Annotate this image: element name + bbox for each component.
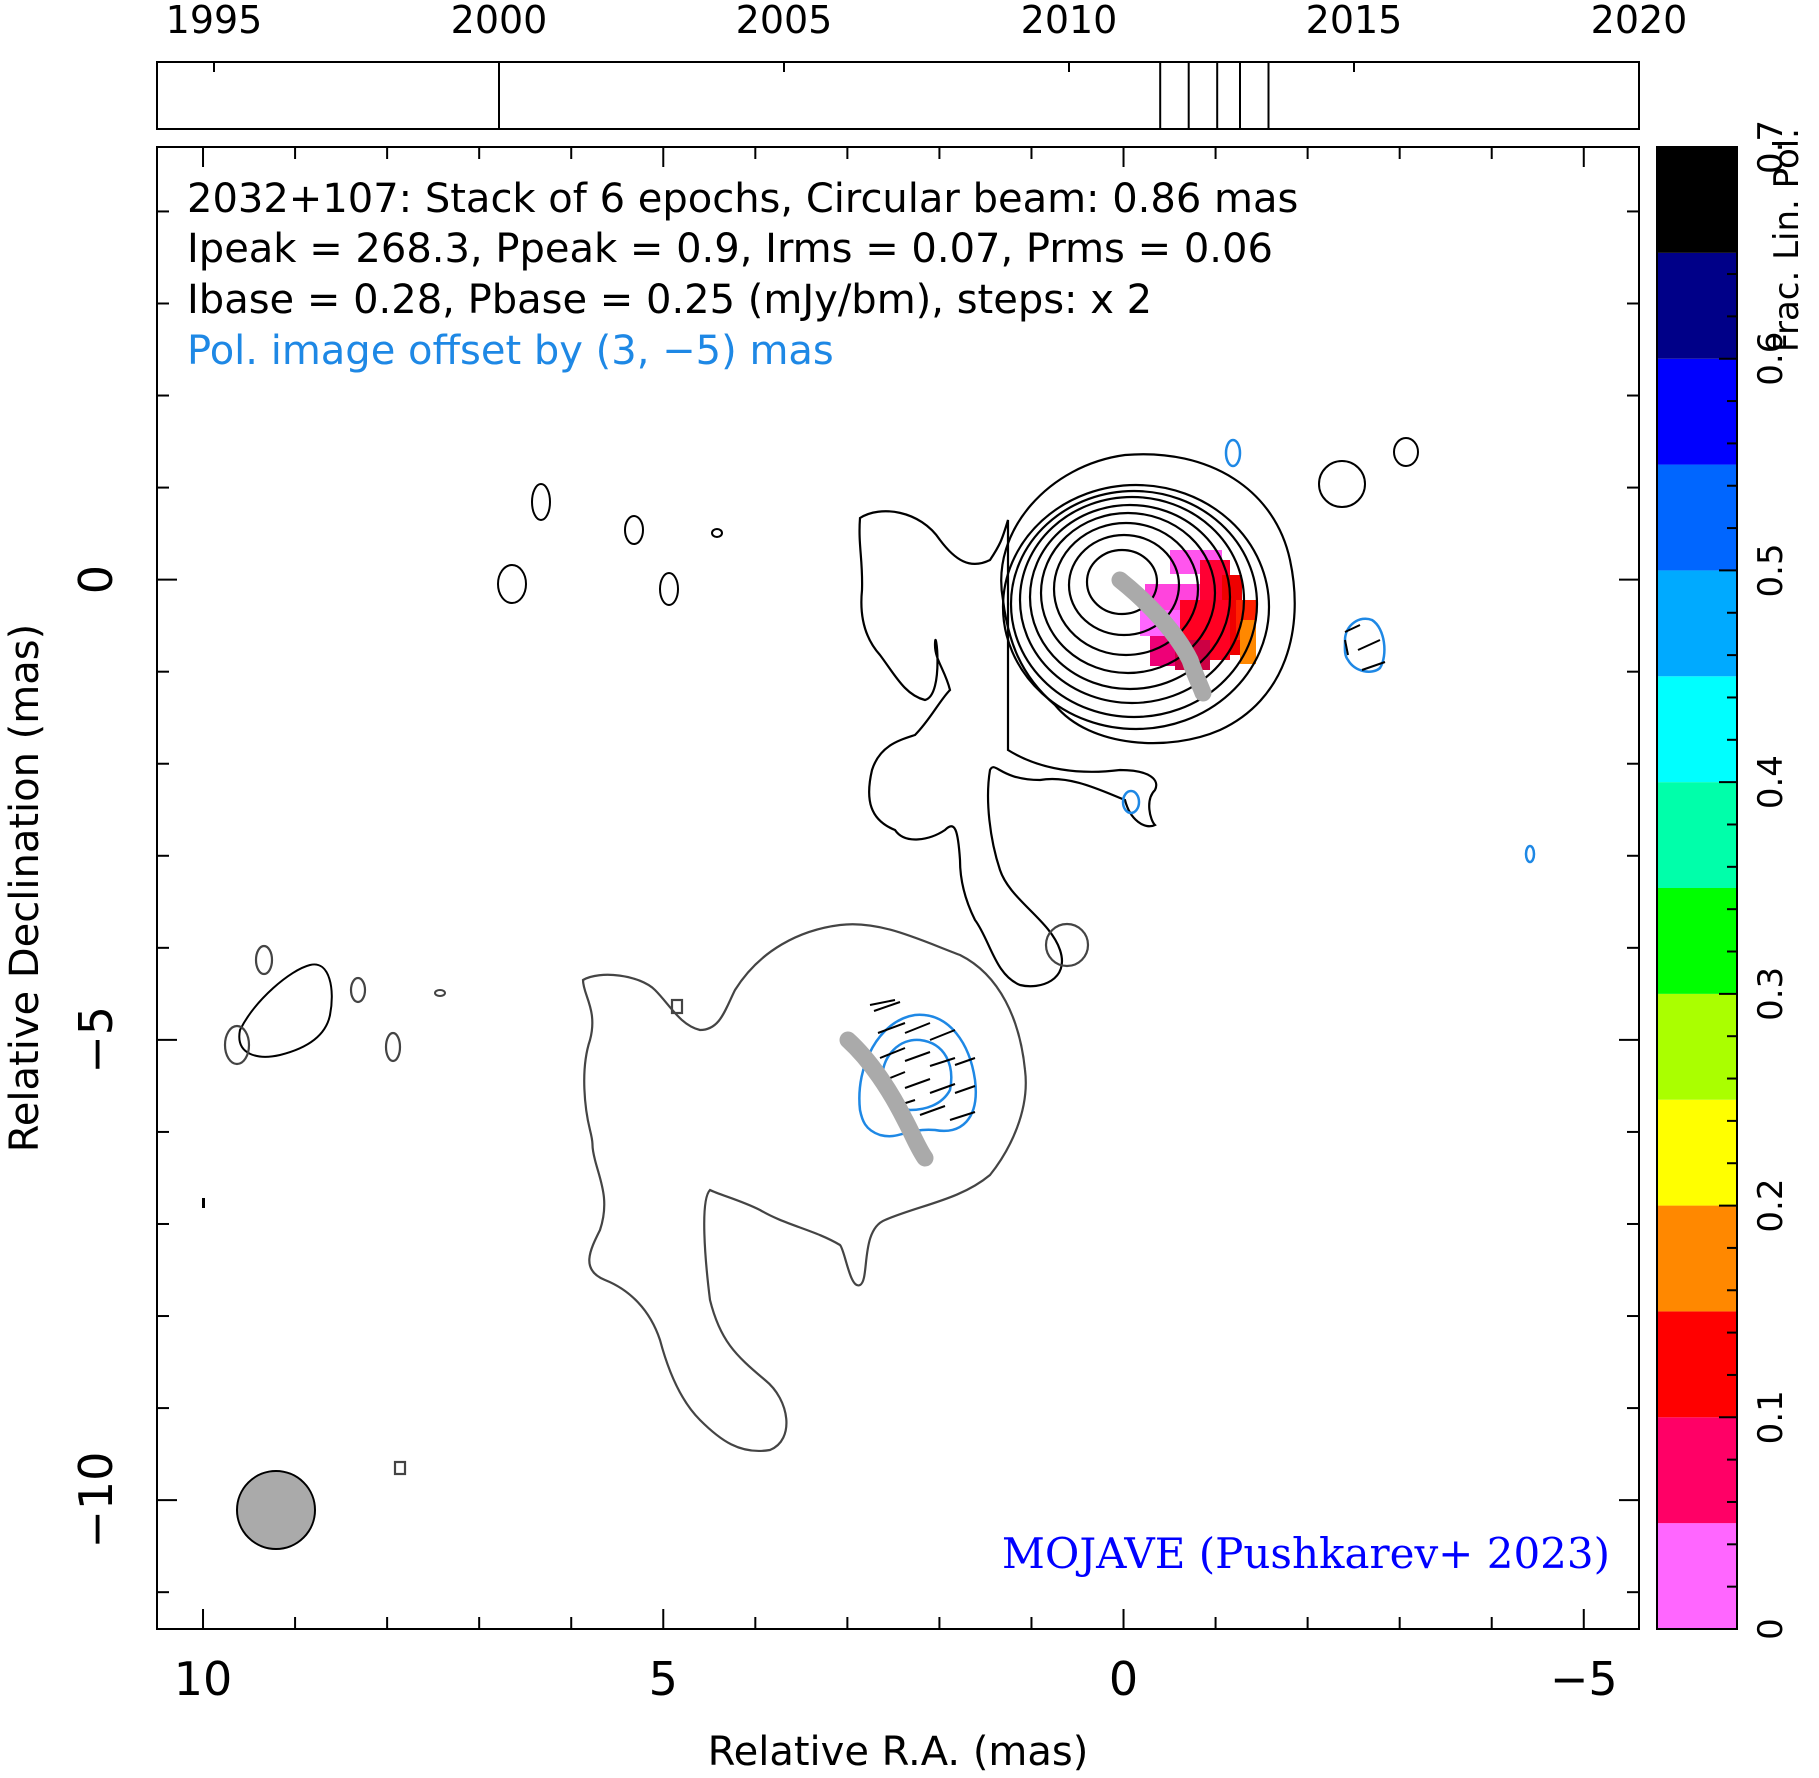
pol-offset-note: Pol. image offset by (3, −5) mas	[187, 328, 834, 374]
outer-jet-contours	[223, 922, 1090, 1476]
colorbar-tick-labels: 0 0.1 0.2 0.3 0.4 0.5 0.6 0.7	[1751, 120, 1791, 1640]
timeline-tick-label: 2010	[1021, 0, 1118, 42]
timeline-tick-labels: 1995 2000 2005 2010 2015 2020	[166, 0, 1688, 42]
map-frame	[156, 146, 1640, 1630]
map-panel: 10 5 0 −5 0 −5 −10	[69, 146, 1640, 1706]
colorbar-segment	[1657, 1523, 1737, 1629]
colorbar-label: Frac. Lin. Pol.	[1767, 128, 1807, 352]
timeline-tick-label: 1995	[166, 0, 263, 42]
colorbar-segment	[1657, 252, 1737, 359]
inner-jet-outer-contour	[858, 510, 1158, 988]
isolated-contours	[238, 437, 1419, 1058]
y-axis-label: Relative Declination (mas)	[2, 624, 48, 1152]
colorbar-segment	[1657, 1205, 1737, 1312]
y-tick-label: −10	[69, 1452, 123, 1549]
header-line-3: Ibase = 0.28, Pbase = 0.25 (mJy/bm), ste…	[187, 277, 1152, 323]
x-tick-label: −5	[1550, 1652, 1618, 1706]
timeline-tick-label: 2015	[1306, 0, 1403, 42]
beam-circle	[236, 1470, 316, 1550]
epoch-timeline: 1995 2000 2005 2010 2015 2020	[156, 0, 1688, 130]
colorbar: 0 0.1 0.2 0.3 0.4 0.5 0.6 0.7 Frac. Lin. Pol.	[1656, 120, 1807, 1640]
header-line-1: 2032+107: Stack of 6 epochs, Circular be…	[187, 176, 1298, 222]
colorbar-segment	[1657, 464, 1737, 571]
colorbar-segment	[1657, 888, 1737, 994]
colorbar-segment	[1657, 782, 1737, 888]
map-contents	[202, 437, 1536, 1550]
colorbar-ticks	[1719, 146, 1737, 1630]
colorbar-segment	[1657, 1417, 1737, 1524]
colorbar-segment	[1657, 358, 1737, 465]
timeline-tick-label: 2020	[1591, 0, 1688, 42]
jet-ridgelines	[839, 571, 1212, 1167]
map-tick-labels: 10 5 0 −5 0 −5 −10	[69, 565, 1618, 1706]
polarized-contours	[858, 438, 1536, 1138]
x-tick-label: 5	[649, 1652, 678, 1706]
colorbar-segment	[1657, 570, 1737, 677]
colorbar-tick-label: 0.5	[1751, 543, 1791, 597]
colorbar-tick-label: 0.7	[1751, 120, 1791, 174]
y-tick-label: −5	[69, 1006, 123, 1074]
colorbar-frame	[1656, 146, 1738, 1630]
colorbar-tick-label: 0.2	[1751, 1179, 1791, 1233]
timeline-epoch-lines	[498, 62, 1270, 129]
timeline-tick-label: 2000	[451, 0, 548, 42]
timeline-tick-marks	[213, 62, 1640, 72]
colorbar-tick-label: 0.4	[1751, 755, 1791, 809]
colorbar-segment	[1657, 1311, 1737, 1418]
timeline-tick-label: 2005	[736, 0, 833, 42]
credit-text: MOJAVE (Pushkarev+ 2023)	[1002, 1529, 1610, 1578]
colorbar-tick-label: 0.3	[1751, 967, 1791, 1021]
colorbar-tick-label: 0.6	[1751, 332, 1791, 386]
map-tick-marks	[157, 147, 1639, 1629]
x-tick-label: 0	[1109, 1652, 1138, 1706]
y-tick-label: 0	[69, 565, 123, 594]
colorbar-tick-label: 0	[1751, 1618, 1791, 1640]
x-tick-label: 10	[174, 1652, 233, 1706]
x-axis-label: Relative R.A. (mas)	[708, 1729, 1089, 1775]
small-mark	[202, 1198, 205, 1208]
timeline-frame	[156, 61, 1640, 130]
colorbar-segment	[1657, 993, 1737, 1100]
colorbar-segment	[1657, 676, 1737, 783]
colorbar-segment	[1657, 147, 1737, 253]
colorbar-gradient	[1657, 147, 1737, 1629]
colorbar-segment	[1657, 1099, 1737, 1206]
core-contours	[1000, 453, 1296, 745]
header-line-2: Ipeak = 268.3, Ppeak = 0.9, Irms = 0.07,…	[187, 226, 1273, 272]
colorbar-tick-label: 0.1	[1751, 1390, 1791, 1444]
